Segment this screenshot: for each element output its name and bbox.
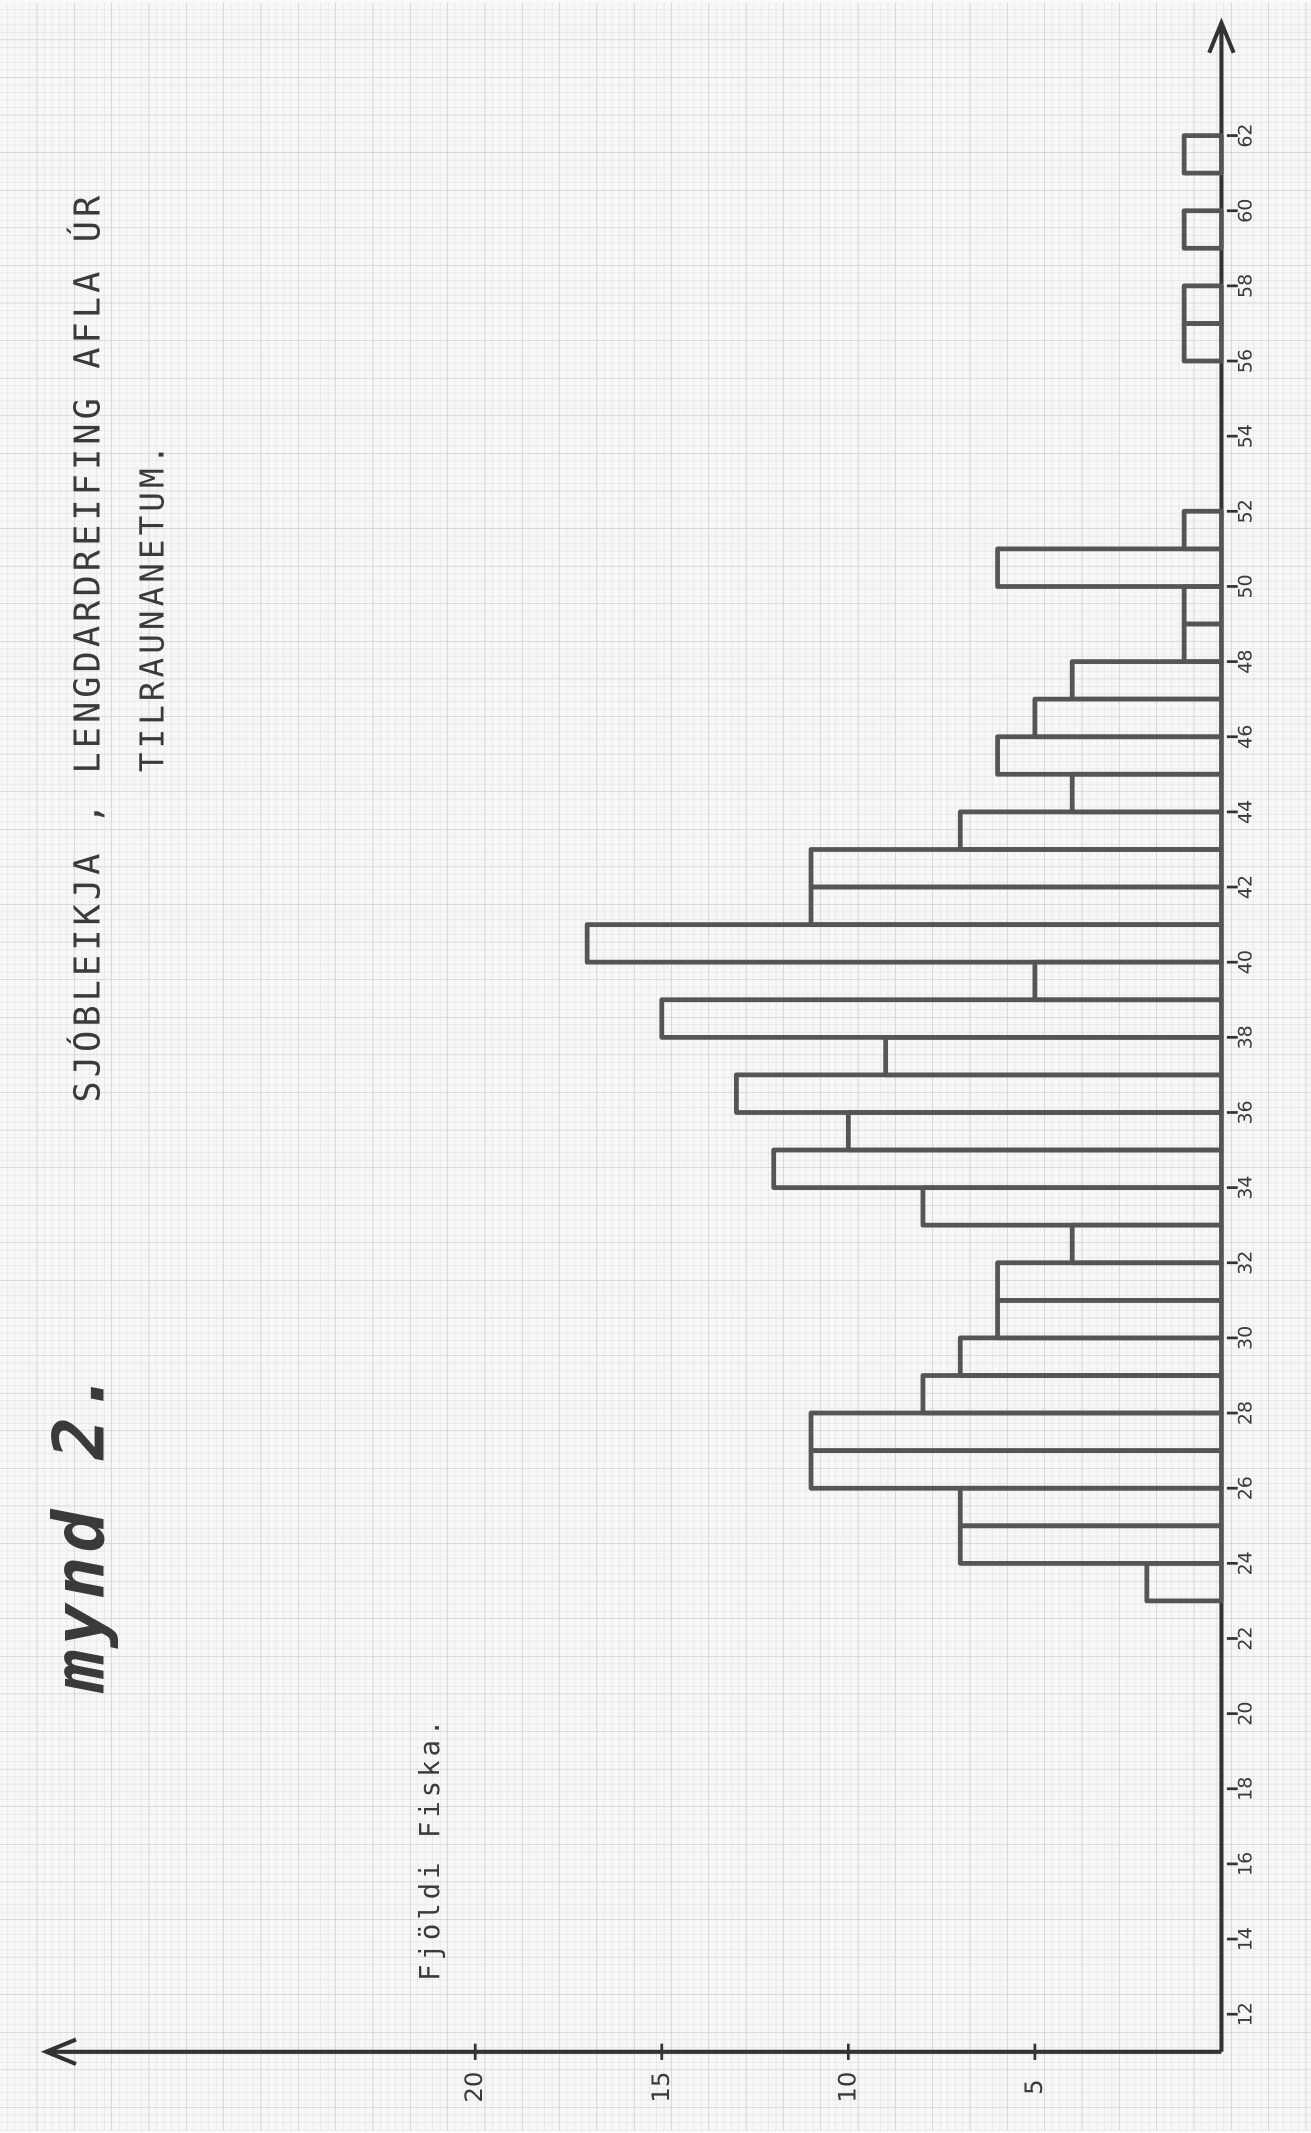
x-tick-label: 24 <box>1234 1551 1256 1575</box>
x-tick-label: 58 <box>1234 274 1256 298</box>
bar <box>1181 133 1224 176</box>
x-tick-label: 26 <box>1234 1476 1256 1500</box>
y-tick-label: 15 <box>646 2072 675 2103</box>
x-tick-label: 46 <box>1234 725 1256 749</box>
bar <box>659 997 1224 1040</box>
x-tick-label: 16 <box>1234 1852 1256 1876</box>
x-tick-label: 40 <box>1234 950 1256 974</box>
axis-arrow <box>1207 17 1236 54</box>
y-tick-label: 5 <box>1019 2079 1048 2095</box>
x-tick-label: 54 <box>1234 424 1256 448</box>
y-tick-label: 10 <box>832 2072 861 2103</box>
axis-arrow <box>40 2037 77 2066</box>
x-tick-label: 60 <box>1234 199 1256 223</box>
x-tick-label: 18 <box>1234 1777 1256 1801</box>
x-tick-label: 22 <box>1234 1626 1256 1650</box>
x-tick-label: 36 <box>1234 1100 1256 1124</box>
x-tick-label: 12 <box>1234 2002 1256 2026</box>
bar <box>1181 208 1224 251</box>
x-tick-label: 42 <box>1234 875 1256 899</box>
chart-subtitle: TILRAUNANETUM. <box>134 441 172 772</box>
x-tick-label: 62 <box>1234 123 1256 147</box>
y-axis-label: Fjöldi Fiska. <box>415 1716 446 1981</box>
bar <box>1181 283 1224 326</box>
bar <box>995 546 1224 589</box>
x-tick-label: 44 <box>1234 800 1256 824</box>
bar <box>1069 659 1224 702</box>
x-tick-label: 14 <box>1234 1927 1256 1951</box>
x-tick-label: 28 <box>1234 1401 1256 1425</box>
chart-title: mynd 2. <box>38 1366 121 1694</box>
x-tick-label: 56 <box>1234 349 1256 373</box>
x-tick-label: 50 <box>1234 574 1256 598</box>
x-tick-label: 52 <box>1234 499 1256 523</box>
bar <box>1181 508 1224 552</box>
y-tick-label: 20 <box>459 2072 488 2103</box>
x-tick-label: 30 <box>1234 1326 1256 1350</box>
x-tick-label: 34 <box>1234 1176 1256 1200</box>
chart-subtitle: SJÓBLEIKJA , LENGDARDREIFING AFLA ÚR <box>67 192 109 1103</box>
x-tick-label: 20 <box>1234 1702 1256 1726</box>
x-tick-label: 38 <box>1234 1025 1256 1049</box>
x-tick-label: 32 <box>1234 1251 1256 1275</box>
x-tick-label: 48 <box>1234 650 1256 674</box>
